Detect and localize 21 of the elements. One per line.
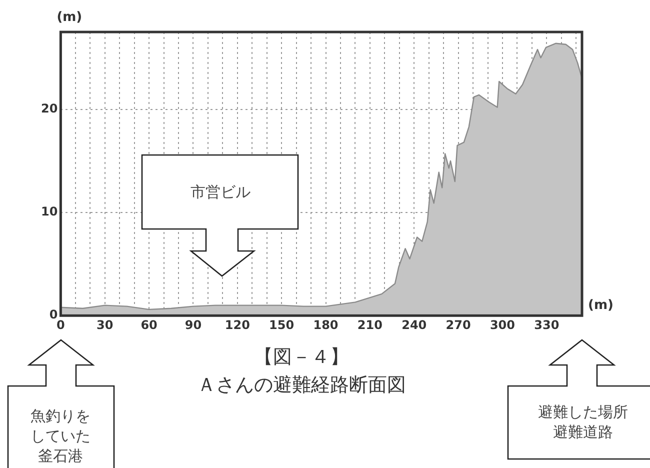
text: 魚釣りをしていた釜石港 bbox=[30, 406, 92, 466]
x-tick-label: 60 bbox=[140, 318, 158, 332]
y-axis-title: (m) bbox=[56, 10, 82, 25]
text: 【図－４】 bbox=[254, 344, 349, 370]
x-tick-label: 330 bbox=[534, 318, 560, 332]
x-tick-label: 270 bbox=[446, 318, 471, 332]
x-tick-label: 90 bbox=[184, 318, 202, 332]
y-tick-label: 20 bbox=[40, 101, 58, 116]
y-tick-label: 10 bbox=[40, 204, 58, 219]
x-tick-label: 180 bbox=[313, 318, 338, 332]
x-tick-label: 240 bbox=[402, 318, 427, 332]
annotation: 市営ビル bbox=[189, 182, 252, 202]
x-tick-label: 210 bbox=[357, 318, 382, 332]
text: 避難した場所避難道路 bbox=[537, 402, 629, 442]
x-axis-title: (m) bbox=[588, 298, 614, 313]
x-tick-label: 300 bbox=[490, 318, 516, 332]
y-tick-label: 0 bbox=[49, 308, 58, 322]
x-tick-label: 120 bbox=[224, 318, 250, 332]
x-tick-label: 30 bbox=[96, 318, 114, 332]
text: Ａさんの避難経路断面図 bbox=[196, 372, 406, 398]
x-tick-label: 150 bbox=[269, 318, 294, 332]
